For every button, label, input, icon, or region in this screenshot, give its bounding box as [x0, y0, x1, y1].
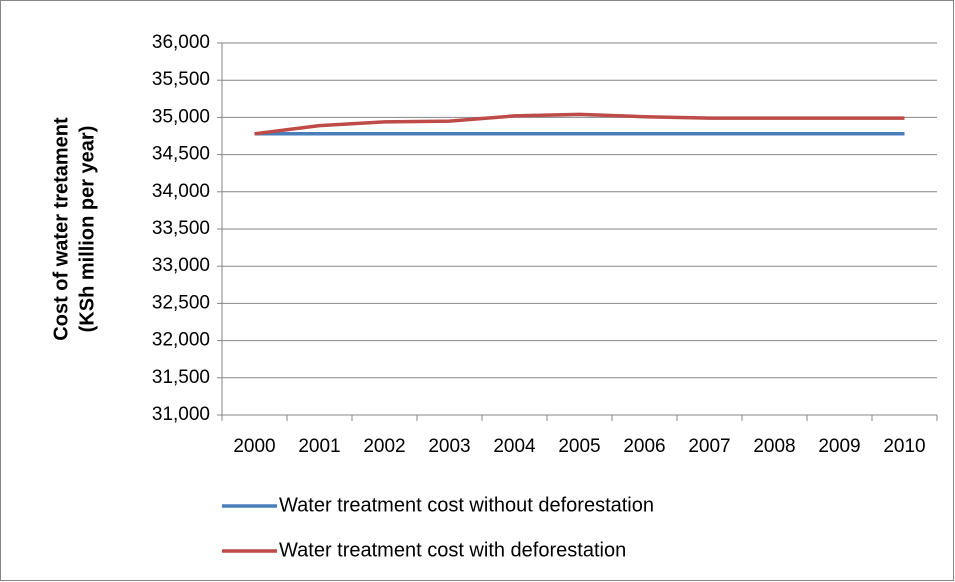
y-tick-label: 35,500: [152, 69, 210, 90]
x-tick-label: 2004: [493, 436, 536, 457]
y-axis-title: Cost of water tretament: [50, 117, 72, 341]
y-tick-label: 33,000: [152, 255, 210, 276]
x-tick-label: 2010: [883, 436, 925, 457]
x-tick-label: 2009: [818, 436, 860, 457]
legend-label: Water treatment cost with deforestation: [279, 539, 626, 561]
x-tick-label: 2001: [298, 436, 340, 457]
y-tick-label: 31,000: [152, 404, 210, 425]
x-tick-label: 2008: [753, 436, 795, 457]
y-tick-label: 35,000: [152, 106, 210, 127]
y-tick-label: 31,500: [152, 367, 210, 388]
y-tick-label: 36,000: [152, 32, 210, 53]
x-tick-label: 2005: [558, 436, 600, 457]
y-tick-label: 34,000: [152, 181, 210, 202]
y-tick-label: 32,000: [152, 330, 210, 351]
x-tick-label: 2006: [623, 436, 665, 457]
y-tick-label: 32,500: [152, 292, 210, 313]
x-tick-label: 2007: [688, 436, 730, 457]
y-axis-title: (KSh million per year): [76, 126, 98, 333]
x-tick-label: 2002: [363, 436, 405, 457]
x-tick-label: 2003: [428, 436, 470, 457]
y-tick-label: 33,500: [152, 218, 210, 239]
y-tick-label: 34,500: [152, 144, 210, 165]
legend-label: Water treatment cost without deforestati…: [279, 494, 654, 516]
x-tick-label: 2000: [233, 436, 275, 457]
series-line: [254, 112, 905, 136]
